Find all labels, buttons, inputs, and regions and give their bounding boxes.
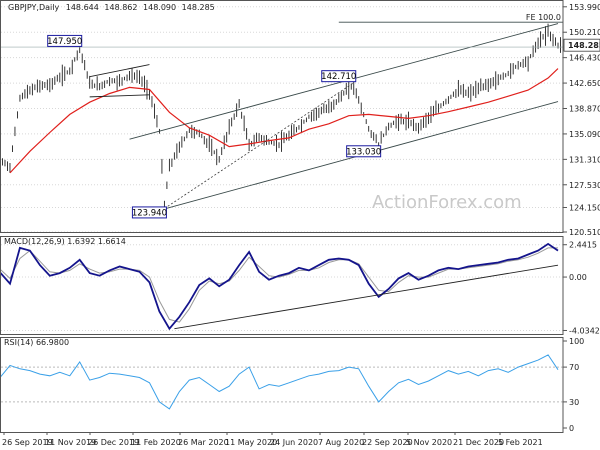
macd-y-tick-label: 0.00 <box>569 273 587 282</box>
ohlc-high: 148.862 <box>104 3 137 12</box>
price-y-tick-label: 124.150 <box>569 204 600 213</box>
x-tick-label: 5 Feb 2021 <box>498 438 543 447</box>
macd-panel-frame <box>0 236 564 335</box>
price-y-tick-label: 135.090 <box>569 130 600 139</box>
price-panel: FE 100.0 147.950 123.940 142.710 133.030 148.… <box>0 0 600 237</box>
annotation-box <box>321 70 357 83</box>
x-tick-label: 24 Jun 2020 <box>270 438 318 447</box>
rsi-y-tick-label: 70 <box>569 363 579 372</box>
price-y-tick-label: 127.530 <box>569 181 600 190</box>
rsi-y-tick-label: 100 <box>569 337 584 346</box>
price-bars <box>0 23 564 210</box>
annotation-label: 133.030 <box>346 147 381 157</box>
consolidation-lower-line <box>89 94 150 98</box>
x-tick-label: 22 Sep 2020 <box>362 438 413 447</box>
x-tick-label: 26 Sep 2019 <box>2 438 53 447</box>
watermark: ActionForex.com <box>372 192 522 213</box>
last-price-box <box>563 38 600 52</box>
x-tick-label: 11 Nov 2019 <box>45 438 96 447</box>
consolidation-upper-line <box>89 64 150 78</box>
x-tick-label: 5 Nov 2020 <box>406 438 452 447</box>
fe-level-label: FE 100.0 <box>526 13 561 22</box>
macd-title: MACD(12,26,9) 1.6392 1.6614 <box>4 237 126 246</box>
price-panel-frame <box>0 0 564 233</box>
x-tick-label: 26 Dec 2019 <box>88 438 139 447</box>
price-y-tick-label: 131.310 <box>569 155 600 164</box>
x-tick-label: 11 Feb 2020 <box>131 438 181 447</box>
rsi-title: RSI(14) 66.9800 <box>4 338 69 347</box>
price-y-tick-label: 142.650 <box>569 79 600 88</box>
rsi-line <box>0 354 559 410</box>
x-tick-label: 26 Mar 2020 <box>178 438 229 447</box>
symbol-title: GBPJPY,Daily 148.644 148.862 148.090 148… <box>8 3 215 12</box>
rsi-panel: 100 70 30 0 <box>0 337 584 433</box>
annotation-label: 123.940 <box>132 208 167 218</box>
annotation-box <box>131 206 167 219</box>
ohlc-low: 148.090 <box>143 3 176 12</box>
price-y-tick-label: 153.990 <box>569 3 600 12</box>
price-y-tick-label: 150.210 <box>569 28 600 37</box>
timeframe: Daily <box>39 3 60 12</box>
rsi-y-tick-label: 0 <box>569 424 574 433</box>
macd-trendline <box>174 264 559 330</box>
macd-panel: 2.4415 0.00 -4.0342 <box>0 236 600 335</box>
x-tick-label: 21 Dec 2020 <box>453 438 504 447</box>
annotation-box <box>346 145 382 158</box>
price-y-tick-label: 120.510 <box>569 228 600 237</box>
x-tick-label: 7 Aug 2020 <box>318 438 364 447</box>
macd-y-tick-label: 2.4415 <box>569 241 597 250</box>
ohlc-open: 148.644 <box>66 3 99 12</box>
macd-y-tick-label: -4.0342 <box>569 326 600 335</box>
annotation-label: 142.710 <box>321 72 356 82</box>
x-tick-label: 11 May 2020 <box>225 438 277 447</box>
annotation-label: 147.950 <box>47 37 82 47</box>
annotation-box <box>47 34 83 47</box>
rsi-panel-frame <box>0 337 564 433</box>
macd-line <box>0 242 559 331</box>
dotted-trend-line <box>164 82 354 209</box>
price-y-tick-label: 146.430 <box>569 54 600 63</box>
ohlc-close: 148.285 <box>182 3 215 12</box>
rsi-y-tick-label: 30 <box>569 398 579 407</box>
price-y-tick-label: 138.870 <box>569 104 600 113</box>
chart-header: GBPJPY,Daily 148.644 148.862 148.090 148… <box>4 3 522 347</box>
last-price-label: 148.285 <box>568 41 600 50</box>
symbol: GBPJPY <box>8 3 37 12</box>
